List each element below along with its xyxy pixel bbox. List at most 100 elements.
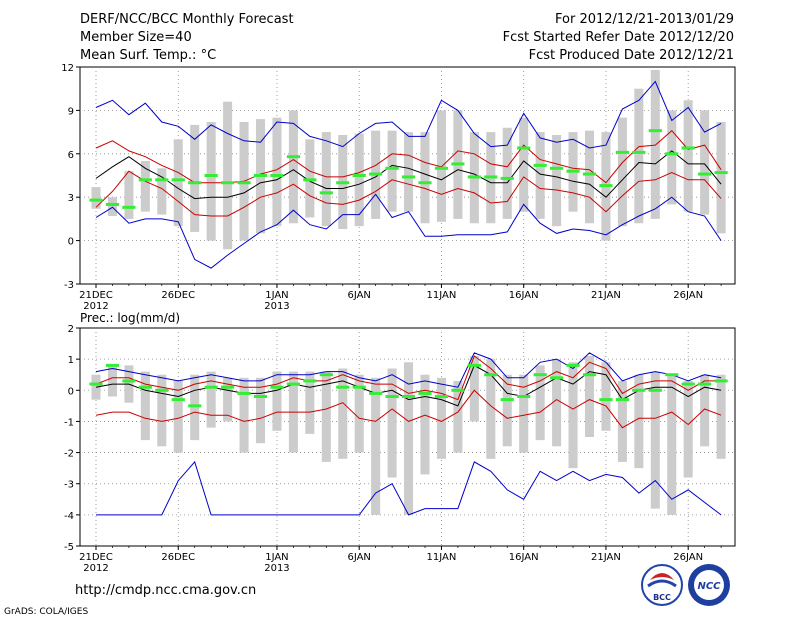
temp-green-mark xyxy=(681,146,695,150)
prec-green-mark xyxy=(632,388,646,392)
temp-green-mark xyxy=(632,150,646,154)
temp-spread-bar xyxy=(584,130,595,224)
temp-green-mark xyxy=(533,163,547,167)
prec-spread-bar xyxy=(519,374,529,453)
footer-url[interactable]: http://cmdp.ncc.cma.gov.cn xyxy=(75,583,256,598)
temp-ytick-label: 3 xyxy=(68,193,74,204)
prec-xtick-year: 2013 xyxy=(264,563,289,574)
prec-spread-bar xyxy=(617,380,627,462)
prec-green-mark xyxy=(171,398,185,402)
temp-line-ensemble-mean xyxy=(95,150,722,200)
temp-xtick-label: 26DEC xyxy=(161,290,195,301)
prec-ytick-label: -1 xyxy=(64,417,74,428)
temp-spread-bar xyxy=(535,132,545,219)
prec-xtick-label: 6JAN xyxy=(347,552,370,563)
temp-xtick-label: 16JAN xyxy=(509,290,539,301)
temp-xtick-label: 26JAN xyxy=(673,290,703,301)
prec-spread-bar xyxy=(436,377,446,459)
prec-spread-bar xyxy=(650,371,660,509)
header-source: DERF/NCC/BCC Monthly Forecast xyxy=(80,12,294,27)
prec-green-mark xyxy=(385,395,399,399)
temp-green-mark xyxy=(270,174,284,177)
prec-line-ensemble-max xyxy=(95,352,722,388)
prec-green-mark xyxy=(237,391,251,395)
temp-spread-bar xyxy=(404,132,414,212)
prec-spread-bar xyxy=(255,377,266,444)
prec-spread-bar xyxy=(157,374,167,447)
temp-green-mark xyxy=(385,166,399,170)
temp-spread-bar xyxy=(288,110,298,224)
prec-spread-bar xyxy=(502,374,512,447)
prec-ytick-label: -3 xyxy=(64,480,74,491)
prec-green-mark xyxy=(418,391,432,395)
prec-green-mark xyxy=(550,376,564,380)
prec-line-upper-spread xyxy=(95,355,722,401)
prec-green-mark xyxy=(138,385,152,389)
prec-ytick-label: 0 xyxy=(68,386,74,397)
temp-spread-bar xyxy=(502,127,512,219)
temp-spread-bar xyxy=(716,121,726,234)
temp-green-mark xyxy=(138,178,152,182)
temp-spread-bar xyxy=(124,171,134,219)
temp-xtick-label: 21JAN xyxy=(591,290,621,301)
prec-xtick-label: 1JAN xyxy=(265,552,288,563)
temp-line-lower-spread xyxy=(95,170,722,217)
temp-spread-bar xyxy=(519,117,529,212)
prec-spread-bar xyxy=(272,371,282,431)
temp-spread-bar xyxy=(272,117,282,227)
prec-spread-bar xyxy=(634,374,644,469)
temp-green-mark xyxy=(286,155,300,159)
temp-green-mark xyxy=(418,181,432,185)
temp-green-mark xyxy=(122,205,136,209)
temp-green-mark xyxy=(369,172,383,176)
header-period: For 2012/12/21-2013/01/29 xyxy=(555,12,734,27)
temp-green-mark xyxy=(401,175,416,179)
temp-xtick-year: 2012 xyxy=(83,301,108,312)
temp-xtick-label: 1JAN xyxy=(265,290,288,301)
prec-spread-bar xyxy=(338,368,348,459)
prec-xtick-label: 21DEC xyxy=(79,552,113,563)
prec-xtick-year: 2012 xyxy=(83,563,108,574)
prec-xtick-label: 11JAN xyxy=(427,552,457,563)
footer-grads: GrADS: COLA/IGES xyxy=(4,607,88,617)
prec-spread-bar xyxy=(486,359,496,459)
prec-green-mark xyxy=(122,379,136,383)
prec-spread-bar xyxy=(223,377,233,422)
prec-ytick-label: -2 xyxy=(64,449,74,460)
temp-line-ensemble-min xyxy=(95,193,722,269)
temp-spread-bar xyxy=(700,110,710,215)
temp-green-mark xyxy=(237,181,251,185)
temp-spread-bar xyxy=(650,69,660,219)
prec-green-mark xyxy=(253,395,268,399)
prec-spread-bar xyxy=(371,377,381,515)
temp-spread-bar xyxy=(667,110,677,205)
temp-green-mark xyxy=(171,178,185,182)
prec-green-mark xyxy=(648,388,662,392)
prec-green-mark xyxy=(286,382,300,386)
prec-green-mark xyxy=(155,388,169,392)
prec-spread-bar xyxy=(206,371,216,428)
temp-spread-bar xyxy=(91,187,101,209)
temp-spread-bar xyxy=(617,117,627,227)
prec-spread-bar xyxy=(453,380,463,453)
temp-green-mark xyxy=(188,181,202,185)
temp-green-mark xyxy=(221,181,235,185)
prec-green-mark xyxy=(188,404,202,408)
temp-ytick-label: -3 xyxy=(64,280,74,291)
temp-spread-bar xyxy=(190,124,200,232)
temp-ytick-label: 6 xyxy=(68,150,74,161)
prec-green-mark xyxy=(221,385,235,389)
prec-xtick-label: 16JAN xyxy=(509,552,539,563)
temp-green-mark xyxy=(484,175,498,179)
prec-xtick-label: 26JAN xyxy=(673,552,703,563)
temp-ytick-label: 9 xyxy=(68,106,74,117)
temp-green-mark xyxy=(599,184,613,188)
prec-green-mark xyxy=(484,373,498,377)
prec-spread-bar xyxy=(239,377,249,453)
temp-green-mark xyxy=(89,198,103,202)
prec-green-mark xyxy=(500,398,514,402)
prec-green-mark xyxy=(204,385,218,389)
prec-xtick-label: 21JAN xyxy=(591,552,621,563)
